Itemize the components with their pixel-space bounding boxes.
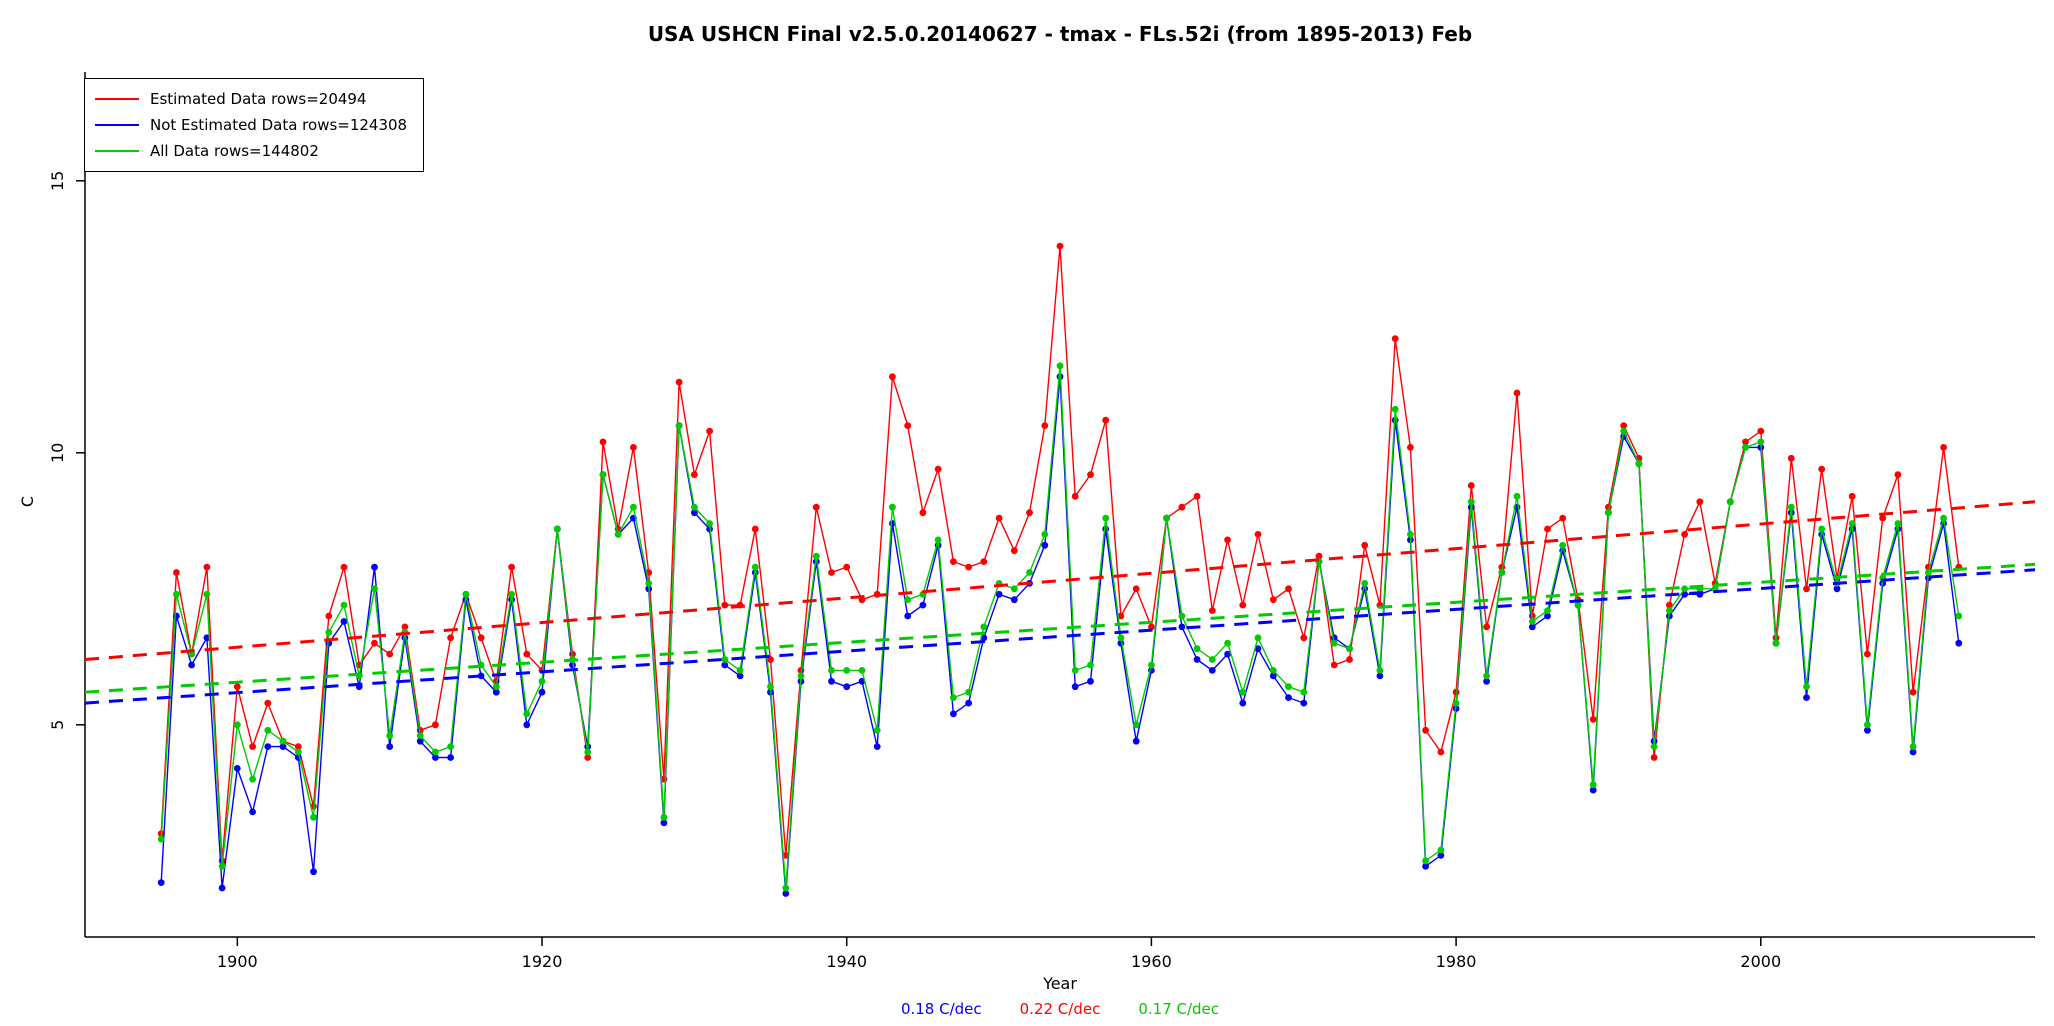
svg-text:1940: 1940 bbox=[826, 952, 867, 971]
chart-title: USA USHCN Final v2.5.0.20140627 - tmax -… bbox=[647, 22, 1473, 46]
y-axis-title: C bbox=[18, 495, 38, 508]
svg-text:1960: 1960 bbox=[1131, 952, 1172, 971]
legend-line-sample-blue bbox=[95, 124, 139, 126]
legend-item-all: All Data rows=144802 bbox=[95, 138, 407, 164]
legend-item-label: Estimated Data rows=20494 bbox=[150, 90, 367, 108]
x-axis-title: Year bbox=[1043, 974, 1077, 993]
svg-text:2000: 2000 bbox=[1740, 952, 1781, 971]
svg-text:1900: 1900 bbox=[217, 952, 258, 971]
legend-item-label: Not Estimated Data rows=124308 bbox=[150, 116, 408, 134]
legend-item-not-estimated: Not Estimated Data rows=124308 bbox=[95, 112, 407, 138]
legend-item-label: All Data rows=144802 bbox=[150, 142, 319, 160]
legend-line-sample-red bbox=[95, 98, 139, 100]
rate-annotation-green: 0.17 C/dec bbox=[1138, 1000, 1220, 1018]
legend-line-sample-green bbox=[95, 150, 139, 152]
rate-annotation-blue: 0.18 C/dec bbox=[900, 1000, 982, 1018]
svg-text:15: 15 bbox=[48, 171, 67, 191]
svg-text:1980: 1980 bbox=[1436, 952, 1477, 971]
svg-text:10: 10 bbox=[48, 443, 67, 463]
svg-text:1920: 1920 bbox=[522, 952, 563, 971]
legend: Estimated Data rows=20494 Not Estimated … bbox=[84, 78, 425, 172]
trend-rate-annotations: 0.18 C/dec 0.22 C/dec 0.17 C/dec bbox=[85, 1000, 2035, 1018]
rate-annotation-red: 0.22 C/dec bbox=[1019, 1000, 1101, 1018]
svg-text:5: 5 bbox=[48, 720, 67, 730]
legend-item-estimated: Estimated Data rows=20494 bbox=[95, 86, 407, 112]
